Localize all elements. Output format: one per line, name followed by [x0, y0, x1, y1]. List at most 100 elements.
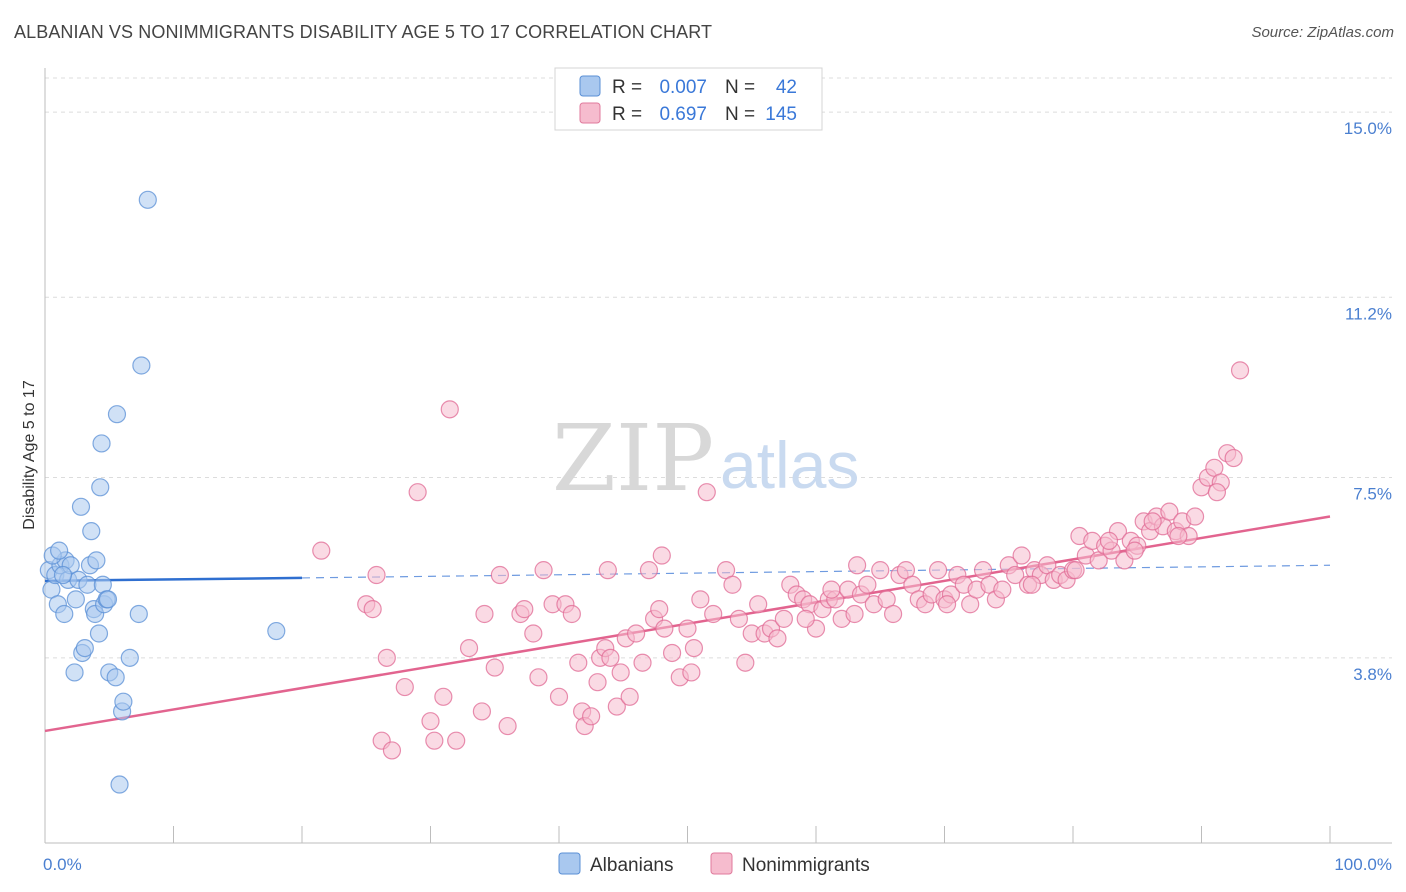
point-nonimmigrants-56 — [736, 653, 755, 672]
bottom-legend: Albanians Nonimmigrants — [558, 852, 870, 876]
point-nonimmigrants-138 — [796, 609, 815, 628]
point-nonimmigrants-145 — [1143, 512, 1162, 531]
point-nonimmigrants-28 — [569, 653, 588, 672]
point-albanians-22 — [91, 478, 110, 497]
point-nonimmigrants-140 — [848, 556, 867, 575]
point-nonimmigrants-99 — [1012, 546, 1031, 565]
point-nonimmigrants-44 — [650, 600, 669, 619]
point-nonimmigrants-86 — [928, 561, 948, 580]
point-nonimmigrants-147 — [1207, 483, 1227, 502]
y-tick-labels: 3.8% 7.5% 11.2% 15.0% — [1344, 119, 1392, 684]
point-nonimmigrants-41 — [633, 653, 652, 672]
point-nonimmigrants-148 — [1125, 541, 1144, 560]
point-nonimmigrants-8 — [408, 483, 427, 502]
point-nonimmigrants-51 — [697, 483, 716, 502]
legend-box: R = 0.007 N = 42 R = 0.697 N = 145 — [554, 67, 823, 131]
point-nonimmigrants-16 — [485, 658, 504, 677]
point-albanians-41 — [267, 621, 286, 641]
bottom-legend-label-albanians: Albanians — [590, 855, 673, 876]
point-nonimmigrants-45 — [655, 619, 674, 638]
point-nonimmigrants-134 — [440, 400, 459, 419]
point-nonimmigrants-136 — [598, 561, 617, 580]
point-nonimmigrants-22 — [529, 668, 548, 687]
point-nonimmigrants-98 — [1006, 565, 1025, 585]
point-nonimmigrants-31 — [582, 707, 601, 726]
point-nonimmigrants-0 — [312, 541, 331, 560]
point-nonimmigrants-17 — [490, 565, 509, 585]
point-nonimmigrants-5 — [377, 648, 396, 667]
x-tick-label-0: 0.0% — [43, 855, 82, 874]
point-albanians-14 — [75, 638, 94, 658]
point-nonimmigrants-40 — [626, 624, 646, 643]
point-nonimmigrants-6 — [382, 741, 402, 760]
point-nonimmigrants-143 — [1066, 561, 1085, 580]
point-nonimmigrants-62 — [774, 609, 793, 628]
point-nonimmigrants-133 — [1230, 361, 1250, 380]
point-albanians-9 — [65, 663, 84, 682]
point-albanians-33 — [114, 692, 133, 711]
point-albanians-31 — [110, 775, 129, 794]
point-nonimmigrants-55 — [729, 609, 749, 628]
point-nonimmigrants-46 — [662, 643, 682, 663]
point-nonimmigrants-75 — [858, 575, 877, 594]
point-nonimmigrants-142 — [1022, 575, 1041, 594]
point-nonimmigrants-39 — [620, 687, 639, 706]
legend-n-label-nonimmigrants: N = — [725, 104, 755, 125]
point-albanians-39 — [50, 541, 69, 560]
point-nonimmigrants-122 — [1160, 502, 1179, 521]
point-albanians-36 — [132, 356, 151, 375]
point-albanians-37 — [138, 190, 157, 209]
point-albanians-34 — [120, 648, 139, 667]
point-nonimmigrants-13 — [459, 638, 479, 658]
watermark: ZIP atlas — [552, 405, 859, 512]
point-nonimmigrants-137 — [682, 663, 701, 682]
point-nonimmigrants-27 — [562, 604, 581, 624]
axes — [44, 68, 1392, 844]
point-albanians-23 — [92, 434, 111, 453]
legend-r-value-nonimmigrants: 0.697 — [659, 104, 707, 125]
point-nonimmigrants-2 — [363, 600, 382, 619]
point-nonimmigrants-11 — [434, 687, 453, 706]
point-nonimmigrants-132 — [1224, 448, 1243, 468]
point-nonimmigrants-18 — [498, 716, 517, 736]
point-albanians-29 — [106, 668, 125, 687]
point-nonimmigrants-52 — [704, 604, 723, 624]
point-nonimmigrants-12 — [447, 731, 466, 750]
point-albanians-10 — [66, 590, 85, 609]
point-nonimmigrants-54 — [723, 575, 742, 594]
legend-r-value-albanians: 0.007 — [659, 77, 707, 98]
point-nonimmigrants-50 — [691, 590, 710, 609]
point-nonimmigrants-48 — [678, 619, 697, 638]
point-albanians-17 — [82, 522, 101, 541]
y-axis-label: Disability Age 5 to 17 — [21, 380, 38, 530]
point-nonimmigrants-49 — [684, 638, 704, 658]
point-nonimmigrants-96 — [993, 580, 1012, 599]
legend-swatch-nonimmigrants — [579, 102, 601, 124]
x-tick-label-1: 100.0% — [1334, 855, 1392, 874]
y-tick-label-2: 11.2% — [1345, 304, 1392, 323]
point-nonimmigrants-144 — [1099, 531, 1119, 550]
watermark-zip: ZIP — [552, 405, 714, 512]
point-nonimmigrants-3 — [367, 565, 386, 585]
point-nonimmigrants-42 — [639, 561, 659, 580]
watermark-atlas: atlas — [720, 428, 859, 502]
legend-n-label-albanians: N = — [725, 77, 755, 98]
point-nonimmigrants-7 — [395, 677, 414, 697]
point-nonimmigrants-20 — [515, 600, 534, 619]
chart-title: ALBANIAN VS NONIMMIGRANTS DISABILITY AGE… — [14, 22, 713, 42]
chart-source: Source: ZipAtlas.com — [1251, 24, 1394, 41]
point-nonimmigrants-139 — [822, 580, 841, 599]
point-albanians-21 — [89, 624, 109, 643]
legend-r-label-albanians: R = — [612, 77, 642, 98]
point-nonimmigrants-37 — [611, 663, 630, 682]
point-albanians-5 — [55, 604, 74, 624]
bottom-legend-label-nonimmigrants: Nonimmigrants — [742, 855, 870, 876]
point-albanians-27 — [98, 590, 118, 609]
point-albanians-35 — [129, 604, 148, 624]
point-nonimmigrants-146 — [1169, 526, 1188, 546]
trend-line-albanians-dashed — [301, 564, 1331, 579]
point-nonimmigrants-36 — [607, 697, 626, 716]
point-nonimmigrants-9 — [421, 712, 440, 731]
point-nonimmigrants-73 — [845, 604, 864, 624]
